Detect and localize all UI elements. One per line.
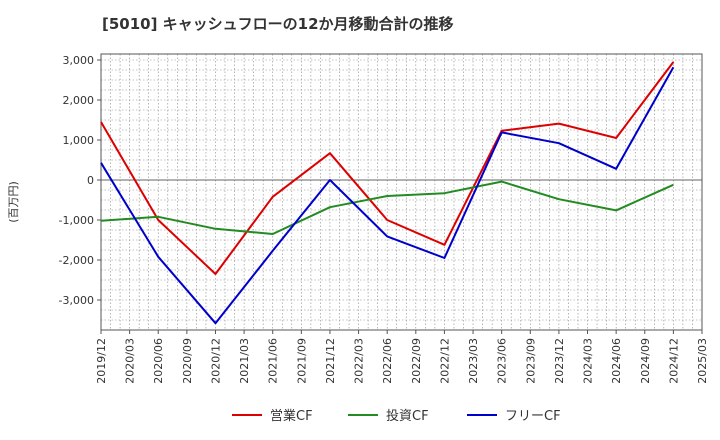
x-tick-label: 2021/09 — [295, 338, 308, 384]
y-tick-label: 2,000 — [63, 94, 95, 107]
series-line-1 — [100, 61, 675, 275]
x-tick-label: 2020/03 — [124, 338, 137, 384]
x-tick-label: 2024/12 — [667, 338, 680, 384]
x-tick-label: 2022/06 — [381, 338, 394, 384]
plot-frame — [100, 53, 703, 331]
x-tick-label: 2025/03 — [696, 338, 709, 384]
x-tick-label: 2023/12 — [553, 338, 566, 384]
x-tick-label: 2024/03 — [582, 338, 595, 384]
x-tick-label: 2019/12 — [95, 338, 108, 384]
y-tick-label: 3,000 — [63, 54, 95, 67]
y-tick-label: -3,000 — [59, 294, 94, 307]
legend-label-2: 投資CF — [386, 408, 429, 424]
series-lines — [100, 61, 675, 325]
series-line-2 — [100, 180, 674, 235]
x-tick-label: 2020/09 — [181, 338, 194, 384]
x-tick-label: 2022/03 — [353, 338, 366, 384]
x-tick-label: 2023/06 — [496, 338, 509, 384]
x-tick-label: 2021/06 — [267, 338, 280, 384]
x-tick-label: 2021/03 — [238, 338, 251, 384]
x-tick-label: 2021/12 — [324, 338, 337, 384]
legend-label-1: 営業CF — [270, 408, 313, 424]
x-tick-label: 2022/09 — [410, 338, 423, 384]
chart-title: [5010] キャッシュフローの12か月移動合計の推移 — [102, 15, 454, 33]
x-tick-label: 2024/06 — [610, 338, 623, 384]
y-tick-label: 0 — [87, 174, 94, 187]
x-tick-label: 2023/03 — [467, 338, 480, 384]
y-tick-label: -2,000 — [59, 254, 94, 267]
legend-label-3: フリーCF — [505, 409, 561, 424]
y-tick-label: -1,000 — [59, 214, 94, 227]
x-tick-label: 2024/09 — [639, 338, 652, 384]
legend: 営業CF 投資CF フリーCF — [232, 408, 561, 424]
y-tick-label: 1,000 — [63, 134, 95, 147]
x-tick-label: 2023/09 — [524, 338, 537, 384]
tick-labels: 3,000 2,000 1,000 0 -1,000 -2,000 -3,000 2019/1… — [7, 54, 709, 384]
grid-lines — [100, 54, 703, 330]
x-tick-label: 2022/12 — [438, 338, 451, 384]
y-axis-title: (百万円) — [7, 181, 20, 223]
series-line-3 — [100, 66, 675, 325]
axes — [97, 53, 703, 334]
x-tick-label: 2020/06 — [152, 338, 165, 384]
x-tick-label: 2020/12 — [209, 338, 222, 384]
